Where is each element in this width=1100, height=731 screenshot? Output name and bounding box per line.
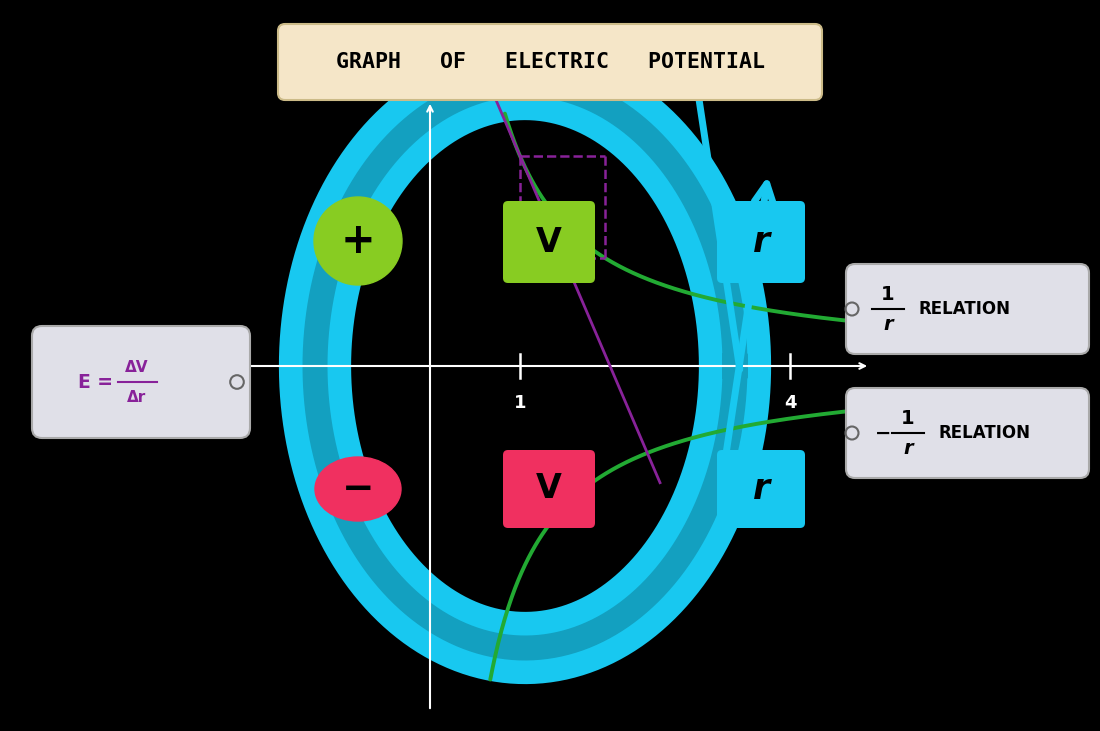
FancyBboxPatch shape [846, 388, 1089, 478]
Text: 1: 1 [514, 394, 526, 412]
Text: −: − [874, 423, 891, 442]
Ellipse shape [315, 457, 402, 521]
Text: Δr: Δr [128, 390, 146, 406]
Text: 1: 1 [881, 284, 894, 303]
Circle shape [314, 197, 402, 285]
Text: V: V [536, 225, 562, 259]
FancyBboxPatch shape [278, 24, 822, 100]
FancyBboxPatch shape [503, 201, 595, 283]
Text: 1: 1 [901, 409, 915, 428]
Text: ΔV: ΔV [125, 360, 148, 374]
Text: +: + [341, 220, 375, 262]
FancyBboxPatch shape [503, 450, 595, 528]
Text: r: r [752, 472, 770, 506]
FancyBboxPatch shape [846, 264, 1089, 354]
Text: r: r [883, 314, 893, 333]
Text: RELATION: RELATION [918, 300, 1010, 318]
Text: V: V [536, 472, 562, 506]
Text: RELATION: RELATION [938, 424, 1030, 442]
Text: r: r [903, 439, 913, 458]
FancyBboxPatch shape [717, 450, 805, 528]
FancyBboxPatch shape [717, 201, 805, 283]
Text: GRAPH   OF   ELECTRIC   POTENTIAL: GRAPH OF ELECTRIC POTENTIAL [336, 52, 764, 72]
FancyBboxPatch shape [32, 326, 250, 438]
Text: E =: E = [78, 373, 120, 392]
Text: −: − [342, 470, 374, 508]
Text: 4: 4 [783, 394, 796, 412]
Text: r: r [752, 225, 770, 259]
